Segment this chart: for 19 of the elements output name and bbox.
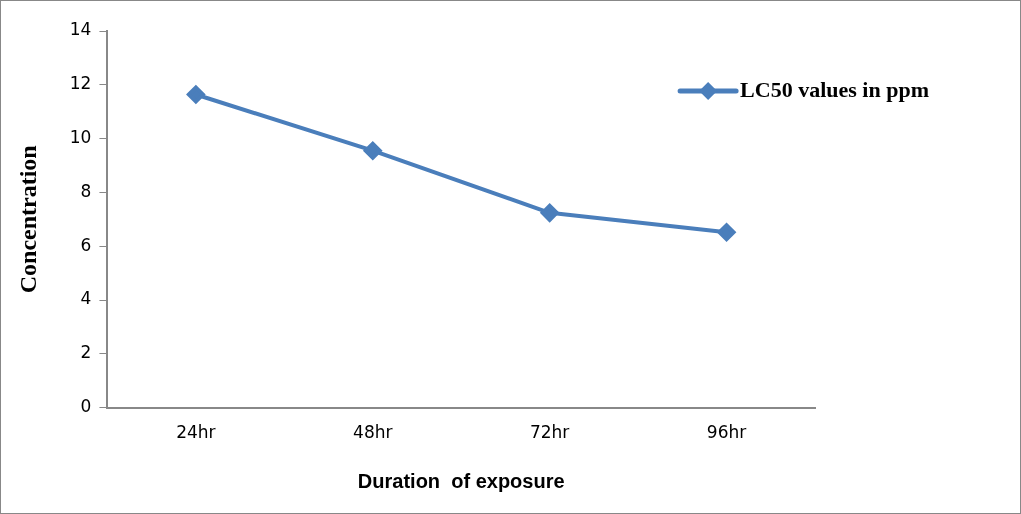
y-tick-label: 10 xyxy=(69,127,92,148)
y-tick-label: 12 xyxy=(69,73,92,94)
x-tick-label: 48hr xyxy=(353,422,393,443)
point xyxy=(717,223,736,242)
point xyxy=(540,203,559,222)
x-axis-title: Duration of exposure xyxy=(357,469,565,492)
legend-label: LC50 values in ppm xyxy=(740,76,930,102)
x-tick-label: 24hr xyxy=(176,422,216,443)
x-tick-label: 72hr xyxy=(529,422,570,443)
y-tick-label: 2 xyxy=(80,342,92,363)
y-tick-label: 8 xyxy=(80,180,92,201)
point xyxy=(186,85,205,104)
point xyxy=(363,141,382,160)
y-axis-title: Concentration xyxy=(14,145,41,294)
x-tick-label: 96hr xyxy=(706,422,747,443)
y-tick-label: 14 xyxy=(69,19,92,40)
y-tick-label: 6 xyxy=(80,234,92,255)
y-tick-label: 4 xyxy=(80,288,92,309)
y-tick-label: 0 xyxy=(80,396,92,417)
